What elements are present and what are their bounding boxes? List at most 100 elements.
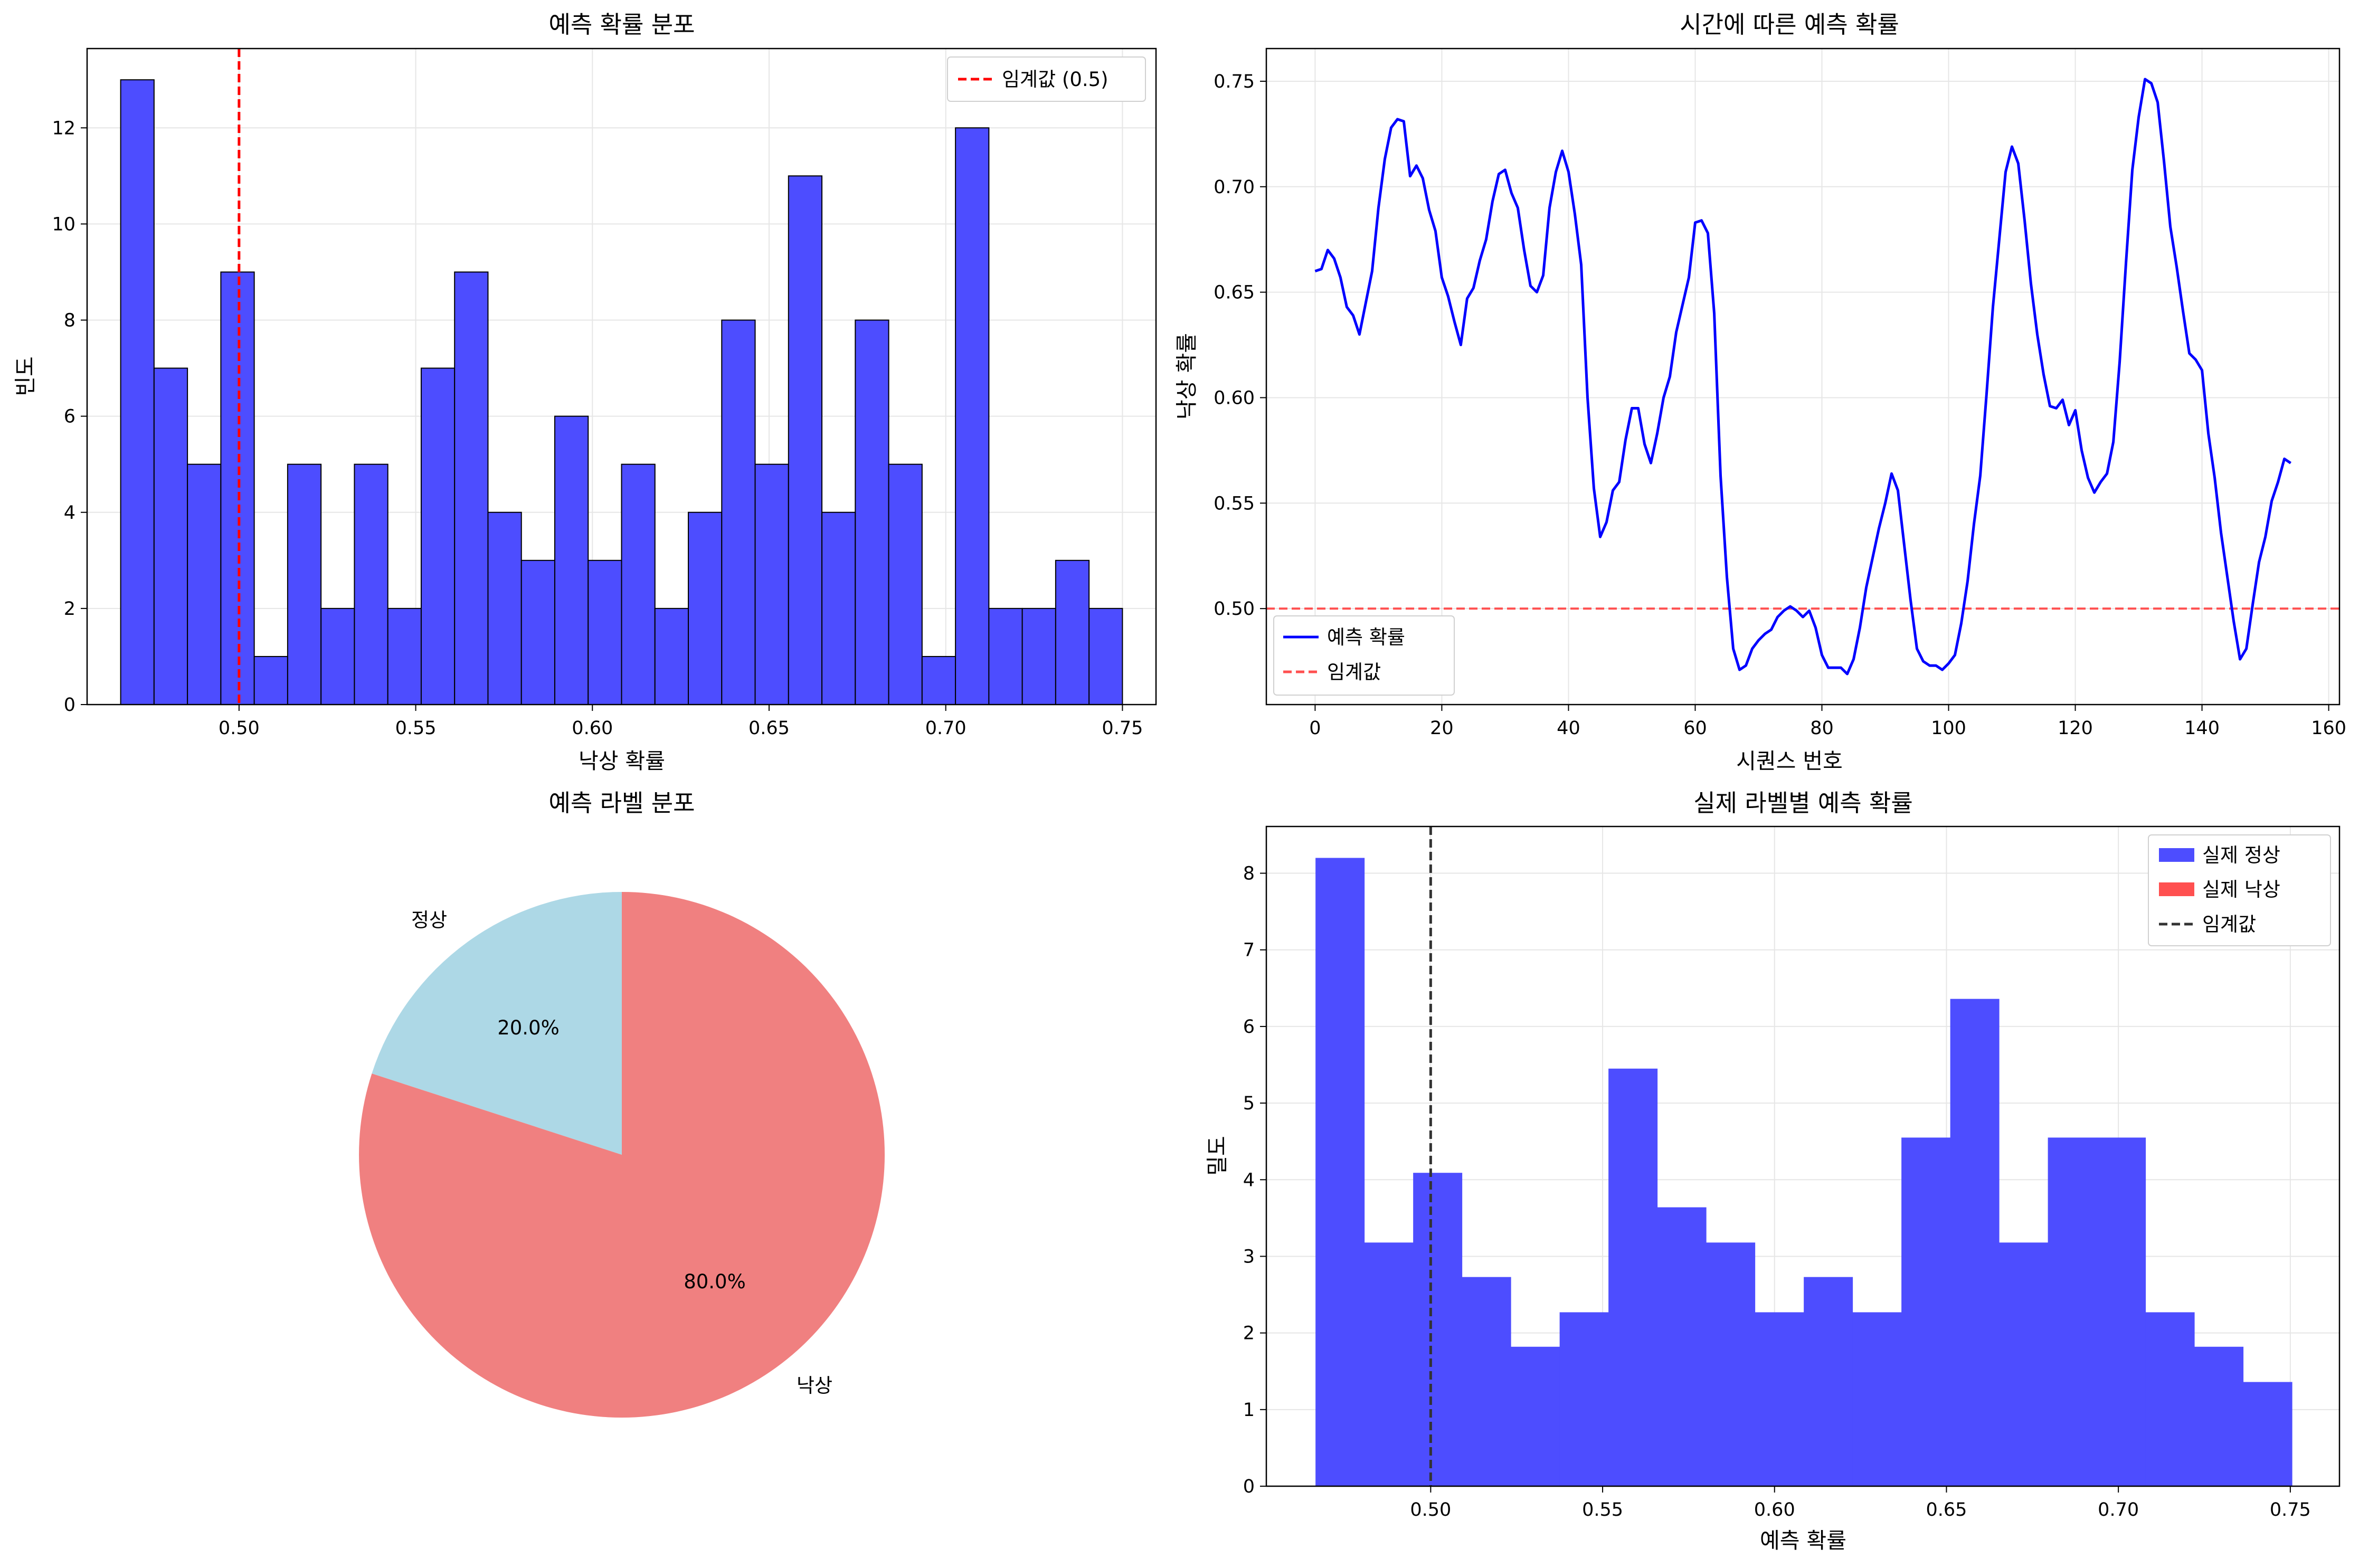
hist-x-tick-label: 0.50 bbox=[219, 718, 260, 739]
density-legend-normal-swatch bbox=[2159, 848, 2194, 862]
hist-bar bbox=[888, 463, 923, 705]
hist-bar bbox=[955, 127, 990, 705]
hist-x-ticks: 0.50 0.55 0.60 0.65 0.70 0.75 bbox=[219, 705, 1143, 739]
hist-legend: 임계값 (0.5) bbox=[947, 56, 1146, 102]
line-x-tick-label: 20 bbox=[1430, 718, 1454, 739]
hist-x-axis-label: 낙상 확률 bbox=[579, 748, 665, 774]
density-bar bbox=[1657, 1207, 1707, 1486]
line-x-ticks: 0 20 40 60 80 100 120 140 160 bbox=[1309, 705, 2346, 739]
line-y-tick-label: 0.75 bbox=[1214, 71, 1255, 92]
hist-y-tick-label: 12 bbox=[52, 118, 75, 139]
density-y-tick-label: 6 bbox=[1243, 1016, 1255, 1038]
hist-bar bbox=[1088, 607, 1123, 706]
hist-bar bbox=[821, 511, 856, 705]
hist-y-tick-label: 2 bbox=[64, 598, 75, 620]
density-bar bbox=[2097, 1137, 2146, 1486]
hist-bar bbox=[721, 319, 756, 705]
hist-bar bbox=[988, 607, 1023, 706]
hist-y-axis-label: 빈도 bbox=[13, 356, 38, 396]
density-x-tick-label: 0.75 bbox=[2270, 1499, 2311, 1521]
density-legend-normal-label: 실제 정상 bbox=[2202, 844, 2280, 867]
pie-title: 예측 라벨 분포 bbox=[548, 789, 695, 817]
hist-bar bbox=[187, 463, 222, 705]
hist-y-tick-label: 10 bbox=[52, 214, 75, 235]
hist-bar bbox=[420, 367, 456, 705]
hist-x-tick-label: 0.55 bbox=[395, 718, 437, 739]
hist-bars bbox=[120, 79, 1123, 706]
hist-bar bbox=[120, 79, 155, 706]
hist-bar bbox=[1021, 607, 1056, 706]
line-legend: 예측 확률 임계값 bbox=[1273, 615, 1455, 696]
line-y-ticks: 0.50 0.55 0.60 0.65 0.70 0.75 bbox=[1214, 71, 1266, 620]
hist-y-tick-label: 4 bbox=[64, 502, 75, 524]
hist-bar bbox=[320, 607, 355, 706]
hist-bar bbox=[855, 319, 889, 705]
density-legend-threshold-label: 임계값 bbox=[2202, 913, 2256, 936]
hist-bar bbox=[1055, 559, 1090, 706]
pie-pct-normal: 20.0% bbox=[497, 1016, 560, 1039]
line-y-tick-label: 0.50 bbox=[1214, 598, 1255, 620]
density-bar bbox=[1364, 1242, 1414, 1486]
hist-bar bbox=[621, 463, 656, 705]
hist-bar bbox=[354, 463, 389, 705]
density-bar bbox=[1608, 1068, 1658, 1486]
hist-y-tick-label: 6 bbox=[64, 406, 75, 427]
density-y-axis-label: 밀도 bbox=[1205, 1136, 1230, 1175]
line-x-tick-label: 0 bbox=[1309, 718, 1321, 739]
line-y-tick-label: 0.60 bbox=[1214, 387, 1255, 408]
density-y-tick-label: 0 bbox=[1243, 1476, 1255, 1497]
density-bar bbox=[1852, 1312, 1902, 1486]
panel-probability-over-time: 시간에 따른 예측 확률 0 20 40 60 80 100 120 140 160 0.500… bbox=[1174, 11, 2346, 774]
line-x-tick-label: 80 bbox=[1810, 718, 1834, 739]
hist-y-tick-label: 8 bbox=[64, 310, 75, 331]
density-bar bbox=[1511, 1346, 1560, 1486]
hist-bar bbox=[287, 463, 322, 705]
hist-x-tick-label: 0.60 bbox=[572, 718, 613, 739]
density-x-axis-label: 예측 확률 bbox=[1760, 1528, 1846, 1553]
pie-slices bbox=[359, 892, 885, 1418]
line-x-tick-label: 100 bbox=[1931, 718, 1966, 739]
line-y-axis-label: 낙상 확률 bbox=[1174, 333, 1199, 420]
density-y-tick-label: 8 bbox=[1243, 863, 1255, 885]
hist-bar bbox=[688, 511, 723, 705]
line-x-tick-label: 140 bbox=[2184, 718, 2220, 739]
hist-x-tick-label: 0.75 bbox=[1102, 718, 1143, 739]
line-grid bbox=[1266, 49, 2339, 705]
line-y-tick-label: 0.65 bbox=[1214, 282, 1255, 303]
hist-bar bbox=[554, 415, 589, 705]
hist-bar bbox=[153, 367, 188, 705]
density-legend: 실제 정상 실제 낙상 임계값 bbox=[2148, 834, 2331, 946]
density-bar bbox=[2194, 1346, 2244, 1486]
hist-bar bbox=[220, 271, 255, 705]
hist-bar bbox=[387, 607, 422, 706]
hist-bar bbox=[588, 559, 622, 706]
hist-bar bbox=[754, 463, 789, 705]
density-bars bbox=[1315, 858, 2292, 1486]
pie-slice-normal bbox=[372, 892, 622, 1155]
line-plot-frame bbox=[1265, 47, 2341, 706]
hist-bar bbox=[921, 655, 956, 706]
density-bar bbox=[1950, 999, 2000, 1486]
hist-bar bbox=[654, 607, 689, 706]
hist-bar bbox=[253, 655, 288, 706]
line-x-axis-label: 시퀀스 번호 bbox=[1736, 748, 1843, 774]
pie-label-normal: 정상 bbox=[411, 909, 447, 932]
density-title: 실제 라벨별 예측 확률 bbox=[1693, 789, 1913, 817]
hist-title: 예측 확률 분포 bbox=[548, 11, 695, 39]
density-bar bbox=[1413, 1173, 1463, 1486]
line-x-tick-label: 60 bbox=[1683, 718, 1707, 739]
density-legend-fall-swatch bbox=[2159, 882, 2194, 896]
line-legend-box bbox=[1273, 615, 1455, 696]
density-bar bbox=[1559, 1312, 1609, 1486]
hist-y-tick-label: 0 bbox=[64, 695, 75, 716]
line-title: 시간에 따른 예측 확률 bbox=[1680, 11, 1899, 39]
panel-probability-by-true-label: 실제 라벨별 예측 확률 0.50 0.55 0.60 0.65 0.70 0.75 0 1… bbox=[1205, 789, 2341, 1553]
density-bar bbox=[2243, 1382, 2292, 1486]
panel-prediction-probability-distribution: 예측 확률 분포 0.50 0.55 0.60 0.65 0.70 0.75 0 2 4 6 8 1… bbox=[13, 11, 1157, 774]
hist-x-tick-label: 0.65 bbox=[749, 718, 790, 739]
line-y-tick-label: 0.70 bbox=[1214, 177, 1255, 198]
hist-x-tick-label: 0.70 bbox=[925, 718, 967, 739]
hist-bar bbox=[520, 559, 555, 706]
density-bar bbox=[1315, 858, 1365, 1486]
hist-legend-threshold-label: 임계값 (0.5) bbox=[1002, 68, 1109, 91]
